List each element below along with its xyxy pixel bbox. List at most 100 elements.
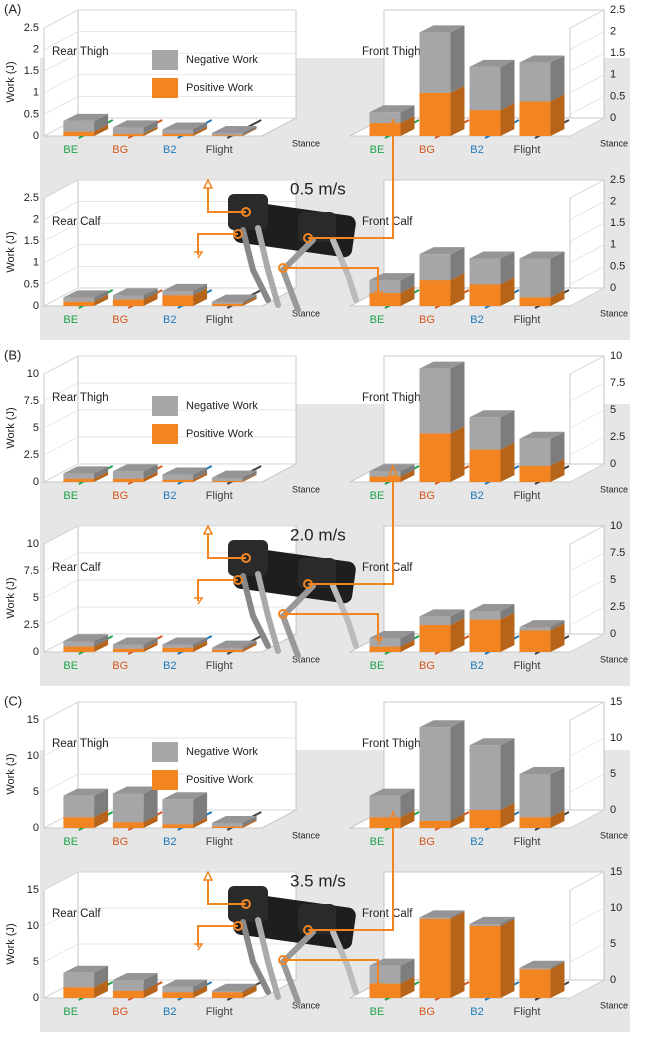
bar-side [451, 426, 465, 482]
legend-label: Negative Work [186, 400, 258, 412]
y-tick-label: 5 [610, 768, 616, 780]
chart-title: Front Calf [362, 908, 413, 920]
x-tick-label: BE [370, 314, 385, 326]
bar-front [162, 291, 193, 295]
bar-front [520, 774, 551, 817]
bar-front [420, 280, 451, 306]
y-tick-label: 2.5 [24, 22, 39, 34]
y-tick-label: 1 [33, 87, 39, 99]
bar-front [370, 796, 401, 818]
chart-title: Front Thigh [362, 738, 421, 750]
y-tick-label: 0.5 [24, 108, 39, 120]
bar-front [470, 810, 501, 828]
bar-front [420, 616, 451, 625]
x-tick-label: BG [419, 660, 435, 672]
bar-front [212, 135, 243, 136]
bar-front [212, 478, 243, 481]
bar-front [113, 991, 144, 998]
bar-front [470, 611, 501, 620]
y-tick-label: 0 [610, 628, 616, 640]
bar-front [520, 297, 551, 306]
bar-side [451, 720, 465, 821]
side-wall [570, 702, 604, 828]
bar-side [451, 25, 465, 92]
x-tick-label: BG [112, 660, 128, 672]
x-tick-label: Flight [206, 836, 233, 848]
bar-front [113, 134, 144, 136]
bar-front [212, 992, 243, 998]
y-tick-label: 2.5 [610, 4, 625, 16]
y-axis-label: Work (J) [5, 923, 17, 964]
y-tick-label: 10 [27, 368, 39, 380]
y-tick-label: 0 [33, 476, 39, 488]
chart-title: Rear Thigh [52, 738, 109, 750]
y-tick-label: 2 [33, 44, 39, 56]
y-tick-label: 0 [610, 458, 616, 470]
bar-front [420, 821, 451, 828]
x-tick-label: Flight [206, 1006, 233, 1018]
bar-front [113, 479, 144, 482]
y-tick-label: 1.5 [24, 235, 39, 247]
bar-segment [520, 56, 565, 102]
bar-front [162, 480, 193, 482]
y-tick-label: 2.5 [24, 449, 39, 461]
bar-front [420, 32, 451, 92]
x-tick-label: Flight [514, 314, 541, 326]
x-axis-label: Stance [292, 138, 320, 148]
x-tick-label: BG [419, 490, 435, 502]
x-tick-label: BG [112, 836, 128, 848]
bar-side [551, 767, 565, 817]
bar-side [551, 94, 565, 136]
y-tick-label: 10 [27, 920, 39, 932]
bar-front [470, 67, 501, 110]
bar-side [451, 362, 465, 434]
side-wall [570, 10, 604, 136]
y-tick-label: 2.5 [24, 192, 39, 204]
x-tick-label: B2 [470, 1006, 483, 1018]
x-tick-label: BG [112, 490, 128, 502]
chart-title: Rear Thigh [52, 392, 109, 404]
bar-front [212, 648, 243, 650]
bar-front [162, 474, 193, 479]
x-tick-label: B2 [163, 314, 176, 326]
bar-front [63, 302, 94, 306]
y-tick-label: 2.5 [610, 601, 625, 613]
x-tick-label: BE [63, 144, 78, 156]
bar-front [520, 439, 551, 466]
y-tick-label: 15 [610, 866, 622, 878]
bar-side [551, 251, 565, 297]
bar-front [420, 917, 451, 918]
x-tick-label: Flight [514, 144, 541, 156]
bar-segment [420, 247, 465, 280]
bar-front [63, 479, 94, 482]
legend-swatch [152, 78, 178, 98]
bar-segment [470, 919, 515, 998]
y-tick-label: 2 [610, 26, 616, 38]
bar-front [113, 300, 144, 306]
y-tick-label: 1.5 [24, 65, 39, 77]
y-tick-label: 10 [610, 902, 622, 914]
bar-front [162, 986, 193, 992]
bar-front [420, 369, 451, 434]
chart-title: Front Thigh [362, 392, 421, 404]
x-tick-label: BG [419, 314, 435, 326]
bar-front [162, 992, 193, 998]
x-tick-label: B2 [470, 660, 483, 672]
x-tick-label: BG [419, 144, 435, 156]
x-tick-label: Flight [514, 1006, 541, 1018]
y-tick-label: 15 [27, 884, 39, 896]
bar-front [212, 823, 243, 827]
bar-front [63, 817, 94, 828]
chart-title: Rear Calf [52, 562, 101, 574]
bar-front [63, 647, 94, 652]
panel: (B)02.557.510Work (J)Rear ThighBEBGB2Fli… [4, 347, 630, 686]
y-tick-label: 2 [610, 196, 616, 208]
y-tick-label: 1.5 [610, 47, 625, 59]
x-axis-label: Stance [292, 830, 320, 840]
y-tick-label: 5 [610, 574, 616, 586]
side-wall [570, 872, 604, 998]
bar-front [63, 973, 94, 987]
bar-segment [520, 251, 565, 297]
panel-label: (A) [4, 1, 21, 16]
bar-front [470, 745, 501, 810]
